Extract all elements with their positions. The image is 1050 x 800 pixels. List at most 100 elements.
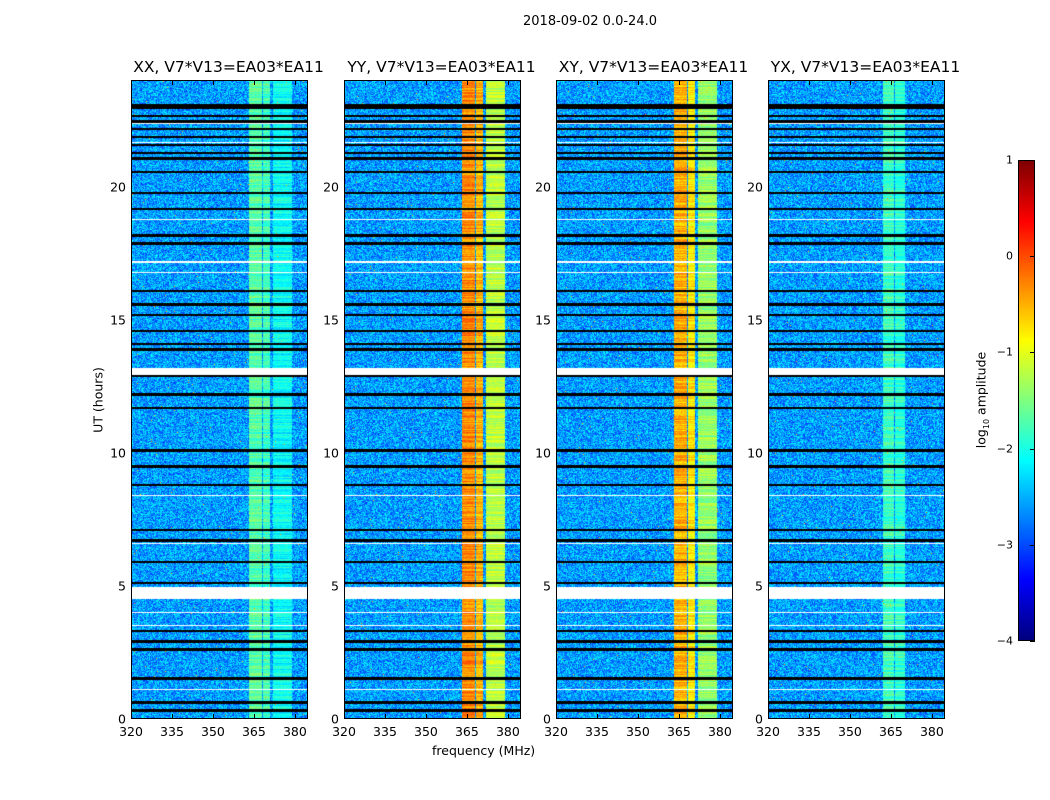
x-tick-mark (131, 80, 132, 85)
heatmap-canvas (557, 81, 732, 718)
x-tick-label: 320 (544, 724, 568, 739)
y-axis-label: UT (hours) (90, 367, 106, 433)
x-tick-mark (294, 714, 296, 719)
x-tick-mark (890, 714, 892, 719)
x-tick-label: 320 (756, 724, 780, 739)
x-tick-mark (931, 80, 933, 85)
y-tick-label: 20 (323, 179, 339, 194)
panel-title: XY, V7*V13=EA03*EA11 (558, 58, 749, 76)
x-tick-label: 350 (626, 724, 650, 739)
x-tick-mark (425, 80, 427, 85)
x-tick-label: 365 (666, 724, 691, 739)
x-tick-mark (425, 714, 427, 719)
x-tick-label: 320 (119, 724, 143, 739)
colorbar-tick-label: −1 (996, 345, 1013, 359)
x-tick-label: 350 (201, 724, 225, 739)
x-tick-label: 320 (332, 724, 356, 739)
x-tick-mark (678, 80, 680, 85)
x-tick-mark (719, 714, 721, 719)
colorbar-tick-label: −4 (996, 634, 1013, 648)
x-tick-mark (808, 80, 810, 85)
x-tick-mark (212, 80, 214, 85)
x-tick-mark (507, 80, 509, 85)
x-tick-mark (466, 714, 468, 719)
x-tick-mark (253, 80, 255, 85)
y-tick-label: 15 (535, 312, 551, 328)
y-tick-label: 10 (535, 445, 551, 461)
x-tick-label: 335 (160, 724, 184, 739)
colorbar-label-suffix: amplitude (973, 351, 989, 419)
colorbar-gradient (1019, 161, 1034, 640)
colorbar-tick-label: 1 (1006, 153, 1013, 167)
x-tick-mark (384, 714, 386, 719)
x-tick-mark (556, 714, 557, 719)
x-tick-mark (637, 80, 639, 85)
x-axis-label: frequency (MHz) (432, 743, 536, 758)
x-tick-mark (171, 714, 173, 719)
x-tick-mark (596, 80, 598, 85)
x-tick-label: 365 (454, 724, 479, 739)
y-tick-label: 5 (543, 578, 551, 594)
x-tick-mark (344, 714, 345, 719)
x-tick-mark (344, 80, 345, 85)
colorbar (1018, 160, 1035, 641)
x-tick-label: 380 (495, 724, 520, 739)
x-tick-mark (507, 714, 509, 719)
x-tick-label: 380 (282, 724, 307, 739)
panel-title: YY, V7*V13=EA03*EA11 (347, 58, 536, 76)
y-tick-label: 0 (755, 711, 763, 727)
x-tick-mark (596, 714, 598, 719)
x-tick-mark (212, 714, 214, 719)
heatmap-panel (131, 80, 308, 719)
colorbar-tick-label: −2 (996, 442, 1013, 456)
colorbar-tick-mark (1030, 448, 1035, 450)
colorbar-label: log10 amplitude (973, 352, 991, 448)
x-tick-mark (768, 714, 769, 719)
x-tick-label: 380 (919, 724, 944, 739)
x-tick-mark (384, 80, 386, 85)
colorbar-tick-mark (1030, 160, 1035, 161)
heatmap-panel (556, 80, 733, 719)
x-tick-mark (808, 714, 810, 719)
x-tick-mark (556, 80, 557, 85)
x-tick-mark (253, 714, 255, 719)
y-tick-label: 15 (323, 312, 339, 328)
x-tick-mark (171, 80, 173, 85)
x-tick-mark (466, 80, 468, 85)
x-tick-mark (294, 80, 296, 85)
x-tick-mark (678, 714, 680, 719)
x-tick-label: 365 (878, 724, 903, 739)
x-tick-mark (849, 80, 851, 85)
colorbar-label-sub: 10 (981, 418, 991, 430)
y-tick-label: 0 (331, 711, 339, 727)
heatmap-canvas (345, 81, 520, 718)
x-tick-mark (131, 714, 132, 719)
x-tick-mark (890, 80, 892, 85)
x-tick-label: 380 (707, 724, 732, 739)
x-tick-mark (931, 714, 933, 719)
y-tick-label: 5 (755, 578, 763, 594)
x-tick-label: 335 (585, 724, 609, 739)
x-tick-mark (849, 714, 851, 719)
x-tick-mark (768, 80, 769, 85)
y-tick-label: 20 (110, 179, 126, 194)
x-tick-mark (719, 80, 721, 85)
x-tick-label: 335 (373, 724, 397, 739)
panel-title: XX, V7*V13=EA03*EA11 (133, 58, 324, 76)
heatmap-canvas (769, 81, 944, 718)
y-tick-label: 10 (323, 445, 339, 461)
y-tick-label: 0 (118, 711, 126, 727)
y-tick-label: 20 (535, 179, 551, 194)
y-tick-label: 20 (747, 179, 763, 194)
x-tick-label: 335 (797, 724, 821, 739)
y-tick-label: 5 (118, 578, 126, 594)
y-tick-label: 5 (331, 578, 339, 594)
y-tick-label: 15 (110, 312, 126, 328)
x-tick-label: 365 (241, 724, 266, 739)
y-tick-label: 15 (747, 312, 763, 328)
panel-title: YX, V7*V13=EA03*EA11 (770, 58, 961, 76)
colorbar-tick-mark (1030, 544, 1035, 546)
x-tick-mark (637, 714, 639, 719)
y-tick-label: 10 (110, 445, 126, 461)
